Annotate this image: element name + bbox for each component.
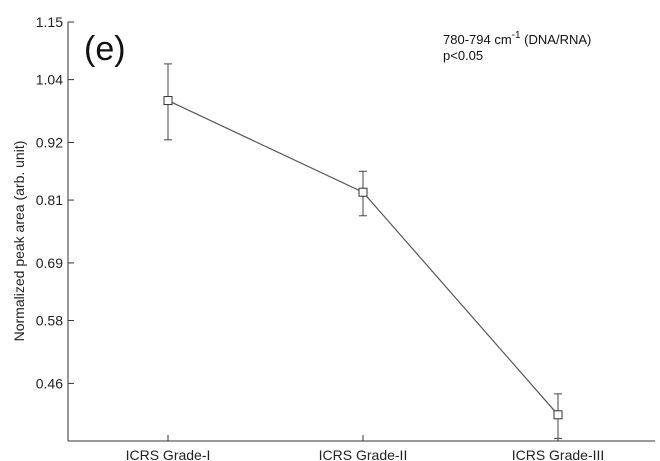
data-point-marker	[163, 96, 173, 106]
y-tick-label: 1.04	[36, 72, 63, 88]
annotation-tail: (DNA/RNA)	[521, 32, 592, 47]
axes	[67, 22, 655, 442]
annotation-wavenumber: 780-794 cm-1 (DNA/RNA)	[443, 30, 591, 47]
x-ticks: ICRS Grade-I ICRS Grade-II ICRS Grade-III	[126, 435, 605, 461]
x-tick-label: ICRS Grade-II	[319, 447, 408, 461]
y-tick-label: 0.69	[36, 255, 63, 271]
annotation-main: 780-794 cm	[443, 32, 512, 47]
annotation-pvalue: p<0.05	[443, 48, 483, 63]
panel-label: (e)	[84, 30, 126, 68]
x-tick-label: ICRS Grade-I	[126, 447, 211, 461]
y-tick-label: 0.81	[36, 192, 63, 208]
data-point-marker	[553, 410, 563, 420]
data-point-marker	[358, 187, 368, 197]
series-line	[167, 100, 559, 416]
y-tick-label: 0.58	[36, 313, 63, 329]
y-axis-title: Normalized peak area (arb. unit)	[11, 141, 27, 342]
y-tick-label: 0.46	[36, 375, 63, 391]
y-ticks: 0.46 0.58 0.69 0.81 0.92 1.04 1.15	[36, 14, 74, 391]
y-tick-label: 1.15	[36, 14, 63, 30]
y-tick-label: 0.92	[36, 134, 63, 150]
annotation-superscript: -1	[512, 30, 521, 41]
x-tick-label: ICRS Grade-III	[512, 447, 605, 461]
series-group	[163, 63, 563, 439]
